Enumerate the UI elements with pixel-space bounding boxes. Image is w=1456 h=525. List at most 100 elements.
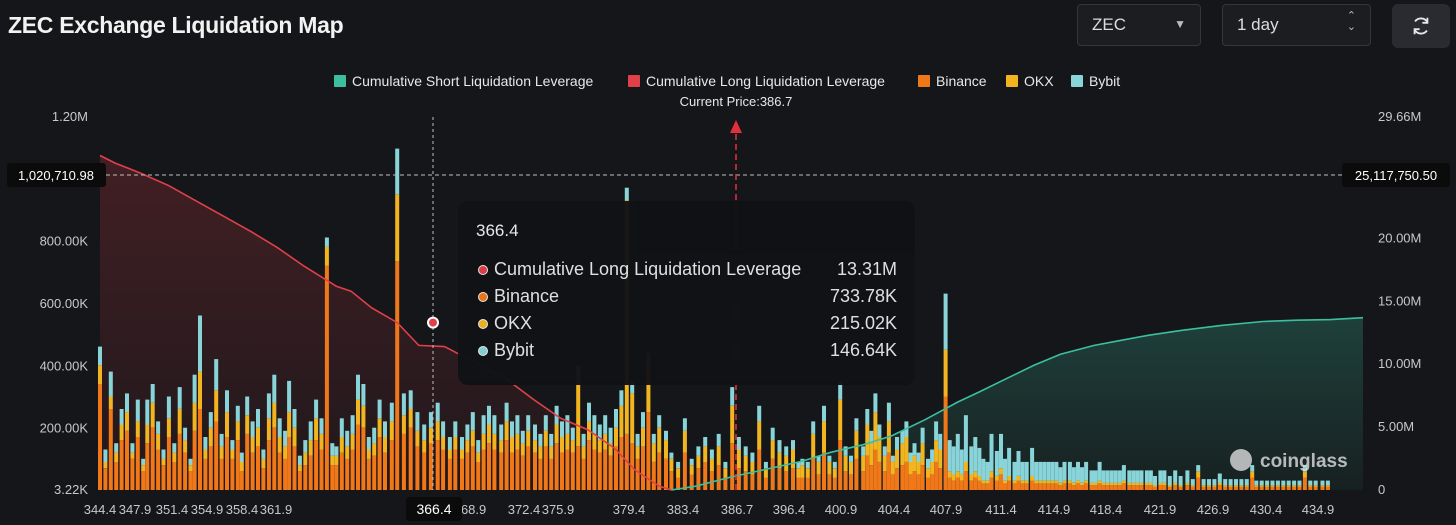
bar-bybit bbox=[791, 440, 795, 450]
bar-binance bbox=[549, 458, 554, 490]
bar-bybit bbox=[453, 421, 458, 437]
bar-bybit bbox=[345, 430, 350, 447]
bar-binance bbox=[963, 471, 968, 490]
bar-bybit bbox=[366, 437, 371, 450]
bar-okx bbox=[890, 461, 895, 475]
bar-binance bbox=[943, 396, 948, 490]
bar-binance bbox=[1071, 485, 1076, 490]
bar-binance bbox=[822, 452, 826, 490]
right-axis-tick-label: 10.00M bbox=[1378, 356, 1421, 371]
bar-bybit bbox=[1167, 476, 1172, 486]
bar-okx bbox=[796, 468, 801, 478]
x-axis-tick-label: 351.4 bbox=[156, 502, 189, 517]
bar-binance bbox=[689, 474, 694, 490]
bar-bybit bbox=[1313, 480, 1318, 486]
bar-okx bbox=[245, 415, 250, 434]
bar-binance bbox=[565, 449, 570, 490]
bar-binance bbox=[664, 458, 668, 490]
bar-bybit bbox=[770, 427, 775, 441]
bar-binance bbox=[682, 452, 687, 490]
coinglass-logo-icon bbox=[1230, 449, 1252, 471]
bar-okx bbox=[277, 437, 282, 453]
bar-binance bbox=[763, 477, 768, 490]
bar-binance bbox=[651, 461, 656, 490]
bar-binance bbox=[989, 477, 994, 490]
bar-okx bbox=[1302, 471, 1307, 478]
x-axis-tick-label: 379.4 bbox=[613, 502, 646, 517]
bar-binance bbox=[141, 471, 146, 490]
bar-okx bbox=[763, 468, 768, 478]
bar-bybit bbox=[951, 446, 956, 475]
bar-bybit bbox=[103, 449, 108, 462]
bar-okx bbox=[1178, 485, 1183, 487]
bar-bybit bbox=[1212, 479, 1217, 486]
x-axis-tick-label: 396.4 bbox=[773, 502, 806, 517]
bar-bybit bbox=[943, 293, 948, 350]
bar-binance bbox=[587, 440, 591, 490]
bar-okx bbox=[1259, 485, 1264, 487]
bar-bybit bbox=[1046, 461, 1051, 481]
bar-okx bbox=[230, 449, 235, 459]
bar-binance bbox=[395, 261, 400, 490]
bar-okx bbox=[183, 440, 188, 453]
range-select[interactable]: 1 day ⌃ ⌄ bbox=[1222, 4, 1371, 46]
bar-binance bbox=[1058, 485, 1063, 490]
bar-okx bbox=[1024, 480, 1029, 484]
bar-binance bbox=[287, 437, 292, 490]
bar-okx bbox=[1275, 485, 1280, 487]
coin-select[interactable]: ZEC ▼ bbox=[1077, 4, 1201, 46]
bar-bybit bbox=[1302, 465, 1307, 472]
bar-okx bbox=[172, 452, 177, 462]
right-axis-tick-label: 0 bbox=[1378, 482, 1385, 497]
bar-binance bbox=[757, 449, 762, 490]
bar-bybit bbox=[934, 421, 939, 441]
bar-binance bbox=[470, 446, 475, 490]
bar-bybit bbox=[736, 437, 741, 450]
bar-okx bbox=[415, 430, 420, 447]
bar-bybit bbox=[161, 449, 166, 459]
bar-bybit bbox=[549, 433, 554, 447]
crosshair-right-label: 25,117,750.50 bbox=[1355, 168, 1437, 183]
bar-binance bbox=[865, 455, 870, 490]
bar-binance bbox=[1144, 485, 1149, 490]
bar-binance bbox=[1105, 485, 1110, 490]
bar-binance bbox=[492, 449, 497, 490]
bar-okx bbox=[543, 430, 548, 447]
crosshair-x-label: 366.4 bbox=[416, 501, 451, 517]
bar-okx bbox=[1297, 485, 1302, 487]
bar-binance bbox=[1113, 485, 1118, 490]
bar-binance bbox=[1158, 485, 1163, 490]
bar-okx bbox=[985, 480, 990, 484]
bar-binance bbox=[869, 465, 874, 490]
bar-binance bbox=[985, 483, 990, 490]
bar-okx bbox=[177, 409, 182, 434]
bar-binance bbox=[198, 409, 202, 490]
refresh-button[interactable] bbox=[1392, 4, 1450, 48]
bar-okx bbox=[1217, 482, 1222, 486]
bar-binance bbox=[235, 440, 240, 490]
bar-binance bbox=[481, 449, 486, 490]
bar-bybit bbox=[308, 421, 313, 441]
bar-binance bbox=[1030, 480, 1035, 490]
bar-binance bbox=[1250, 477, 1255, 490]
crosshair-left-label-bg bbox=[7, 163, 106, 187]
bar-okx bbox=[934, 440, 939, 462]
bar-bybit bbox=[256, 409, 260, 428]
bar-okx bbox=[1089, 482, 1094, 486]
bar-binance bbox=[504, 440, 509, 490]
bar-okx bbox=[969, 474, 974, 481]
bar-okx bbox=[1144, 482, 1149, 486]
bar-binance bbox=[920, 465, 925, 490]
bar-binance bbox=[1067, 483, 1072, 490]
bar-binance bbox=[98, 384, 102, 490]
bar-binance bbox=[156, 449, 161, 490]
bar-bybit bbox=[214, 359, 219, 391]
bar-binance bbox=[981, 483, 986, 490]
bar-binance bbox=[1286, 486, 1291, 490]
bar-okx bbox=[130, 452, 135, 459]
bar-binance bbox=[166, 437, 171, 490]
bar-bybit bbox=[849, 455, 853, 462]
bar-binance bbox=[245, 433, 250, 490]
tooltip-dot-long bbox=[478, 265, 488, 275]
bar-okx bbox=[1148, 482, 1153, 486]
